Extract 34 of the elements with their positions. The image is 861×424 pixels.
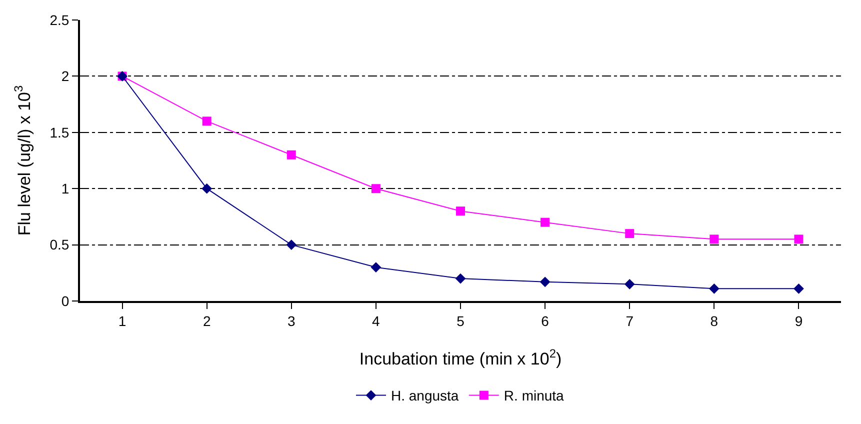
point (625, 229, 634, 238)
point (540, 218, 550, 227)
x-tick-label: 4 (372, 312, 380, 329)
legend-label: R. minuta (504, 388, 564, 404)
point (370, 262, 382, 272)
legend-label: H. angusta (391, 388, 459, 404)
point (624, 278, 635, 290)
point (540, 276, 550, 288)
point (710, 234, 719, 244)
point (371, 184, 380, 194)
x-tick-label: 8 (710, 312, 718, 329)
point (456, 206, 465, 216)
point (286, 240, 297, 250)
x-tick-label: 1 (118, 312, 126, 329)
y-tick-label: 1 (61, 180, 70, 196)
y-tick-label: 0 (61, 292, 70, 309)
point (202, 183, 212, 194)
x-tick-label: 2 (202, 312, 211, 329)
x-axis-title: Incubation time (min x 10$^{2}$) (359, 346, 562, 369)
x-tick-label: 5 (456, 312, 465, 329)
point (794, 283, 804, 294)
point (455, 273, 466, 284)
x-tick-label: 9 (794, 312, 803, 329)
y-tick-label: 2 (61, 68, 70, 84)
y-tick-label: 2.5 (50, 12, 70, 28)
x-tick-label: 6 (541, 312, 550, 329)
point (794, 234, 804, 244)
point (708, 283, 720, 294)
y-tick-label: 0.5 (50, 236, 70, 253)
y-tick-label: 1.5 (50, 124, 70, 140)
x-tick-label: 3 (287, 312, 296, 329)
point (286, 150, 296, 160)
point (202, 116, 212, 126)
x-tick-label: 7 (626, 312, 634, 329)
